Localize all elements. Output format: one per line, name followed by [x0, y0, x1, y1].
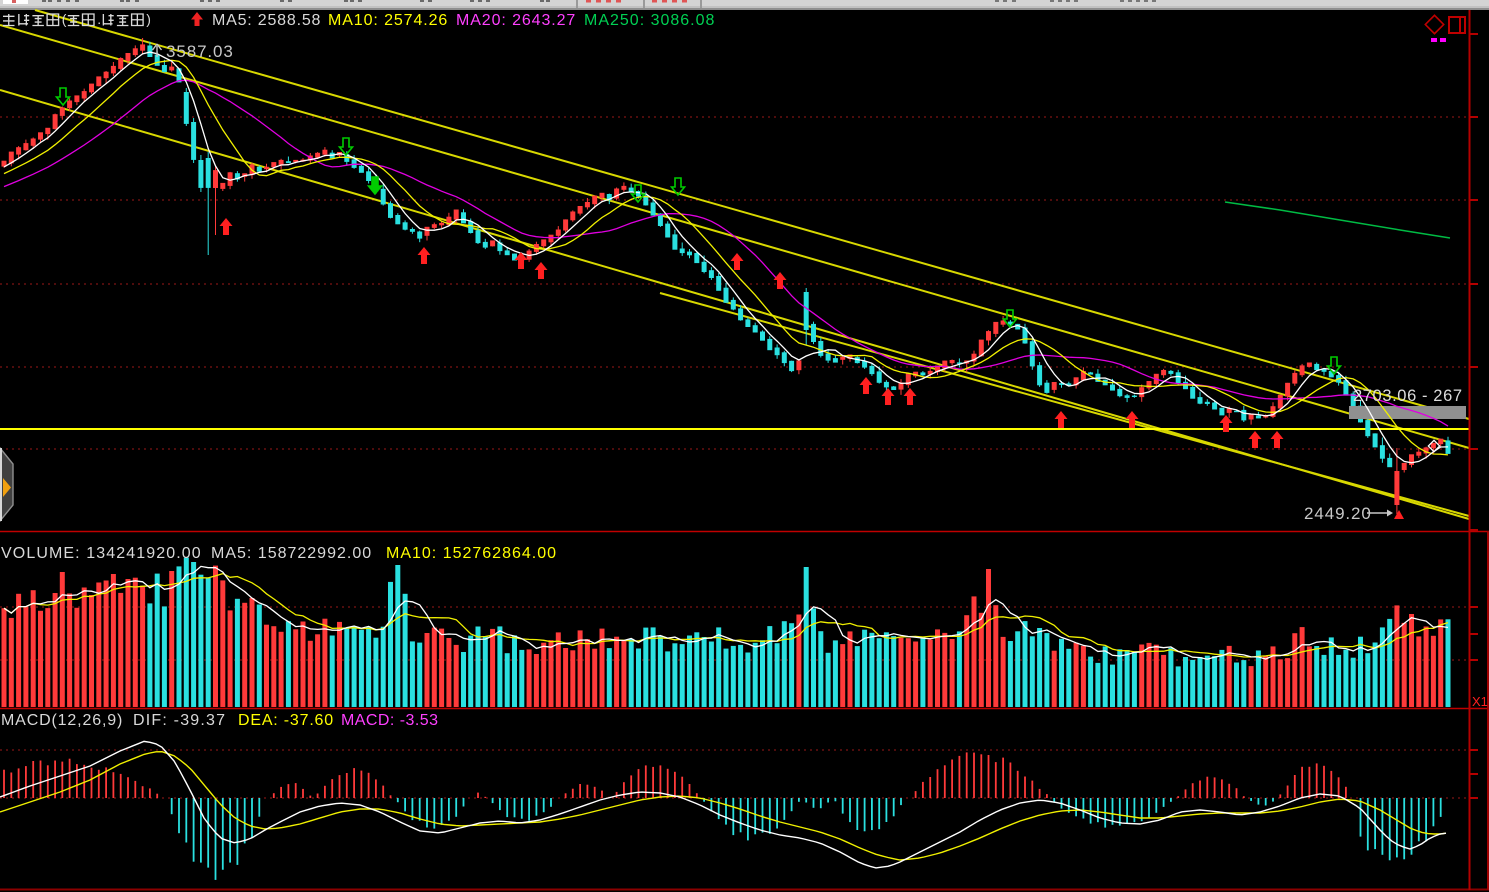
svg-text:MA250: 3086.08: MA250: 3086.08: [584, 12, 715, 29]
svg-text:DIF: -39.37: DIF: -39.37: [133, 712, 226, 729]
svg-text:MA5: 158722992.00: MA5: 158722992.00: [211, 545, 372, 562]
svg-text:VOLUME: 134241920.00: VOLUME: 134241920.00: [1, 545, 202, 562]
svg-text:(: (: [62, 11, 67, 27]
svg-text:2449.20: 2449.20: [1304, 504, 1372, 523]
svg-text:X1: X1: [1472, 694, 1488, 709]
svg-text:MA5: 2588.58: MA5: 2588.58: [212, 12, 321, 29]
svg-text:): ): [146, 11, 151, 27]
svg-text:MA10: 2574.26: MA10: 2574.26: [328, 12, 448, 29]
svg-text:DEA: -37.60: DEA: -37.60: [238, 712, 334, 729]
svg-text:.: .: [97, 11, 101, 27]
svg-text:3587.03: 3587.03: [166, 42, 234, 61]
svg-text:MA10: 152762864.00: MA10: 152762864.00: [386, 545, 557, 562]
svg-text:MA20: 2643.27: MA20: 2643.27: [456, 12, 576, 29]
svg-text:2703.06 - 267: 2703.06 - 267: [1353, 387, 1463, 405]
svg-text:MACD: -3.53: MACD: -3.53: [341, 712, 438, 729]
svg-text:MACD(12,26,9): MACD(12,26,9): [1, 712, 123, 729]
